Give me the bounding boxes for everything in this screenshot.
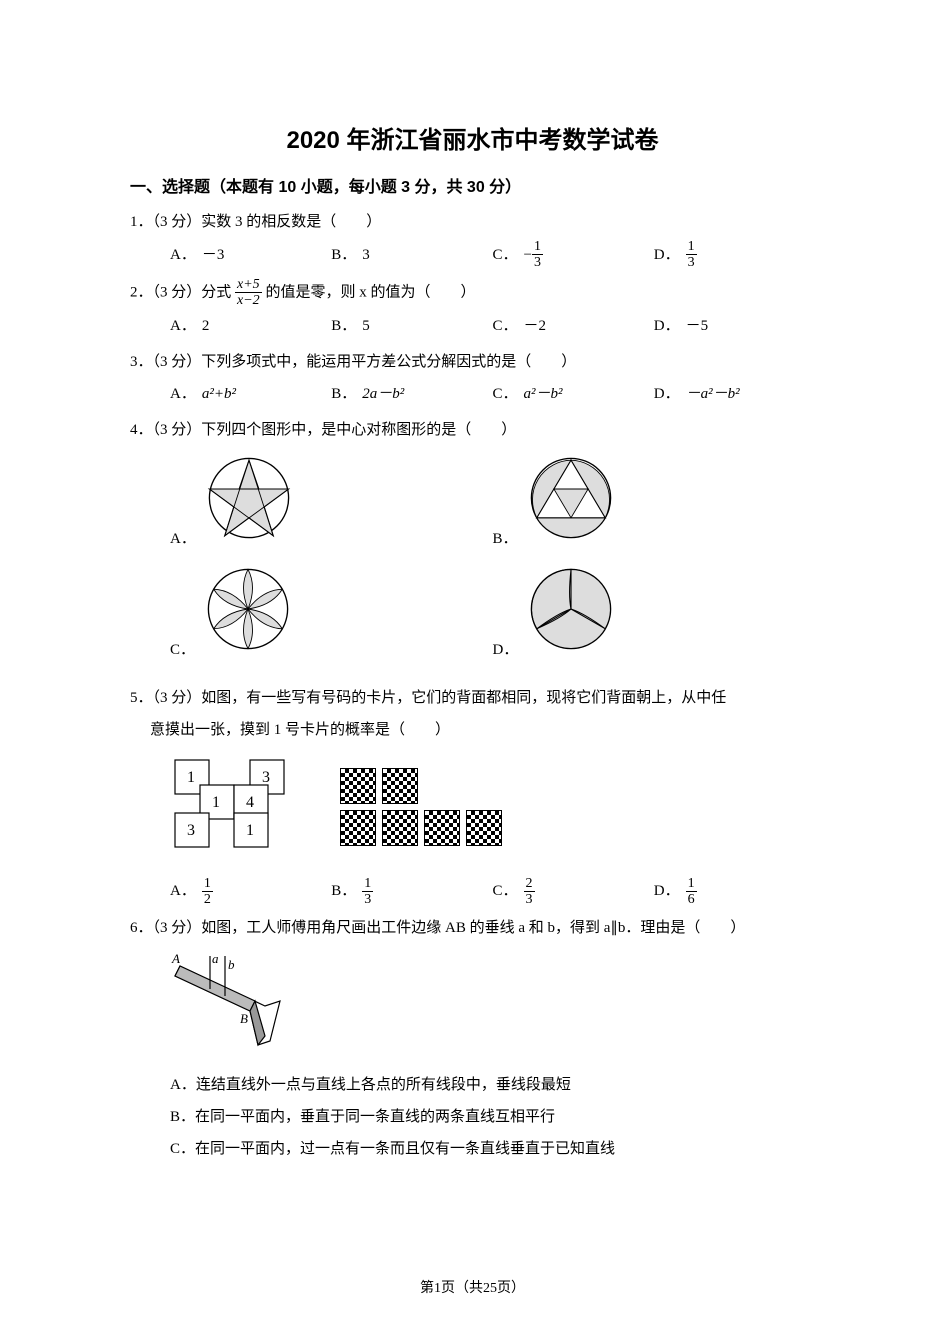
q5-opt-b: B．13 [331, 876, 492, 908]
q1-opt-d: D．13 [654, 239, 815, 271]
triangle-in-circle-icon [526, 453, 616, 554]
card-backs-icon [340, 768, 502, 852]
q6-opt-b: B．在同一平面内，垂直于同一条直线的两条直线互相平行 [170, 1102, 815, 1132]
q3-opt-d: D．－a²－b² [654, 379, 815, 409]
question-1: 1．（3 分）实数 3 的相反数是（ ） A．－3 B．3 C．−13 D．13 [130, 207, 815, 271]
q3-opt-b: B．2a－b² [331, 379, 492, 409]
q5-stem-2: 意摸出一张，摸到 1 号卡片的概率是（ ） [130, 715, 815, 745]
q1-opt-b: B．3 [331, 239, 492, 271]
six-petal-flower-icon [203, 564, 293, 665]
q2-opt-c: C．－2 [493, 311, 654, 341]
q4-fig-d: D． [493, 564, 816, 665]
carpenter-square-icon: A a b B [170, 951, 290, 1062]
svg-text:4: 4 [246, 794, 254, 811]
q2-opt-a: A．2 [170, 311, 331, 341]
page-title: 2020 年浙江省丽水市中考数学试卷 [130, 120, 815, 155]
q1-stem: 1．（3 分）实数 3 的相反数是（ ） [130, 207, 815, 237]
q3-stem: 3．（3 分）下列多项式中，能运用平方差公式分解因式的是（ ） [130, 347, 815, 377]
q5-opt-c: C．23 [493, 876, 654, 908]
q6-options: A．连结直线外一点与直线上各点的所有线段中，垂线段最短 B．在同一平面内，垂直于… [130, 1070, 815, 1164]
q4-stem: 4．（3 分）下列四个图形中，是中心对称图形的是（ ） [130, 415, 815, 445]
svg-text:A: A [171, 951, 180, 966]
question-5: 5．（3 分）如图，有一些写有号码的卡片，它们的背面都相同，现将它们背面朝上，从… [130, 683, 815, 908]
q1-opt-a: A．－3 [170, 239, 331, 271]
q2-opt-d: D．－5 [654, 311, 815, 341]
q5-figures: 1 3 1 4 3 1 [130, 755, 815, 866]
q3-options: A．a²+b² B．2a－b² C．a²－b² D．－a²－b² [130, 379, 815, 409]
q4-fig-c: C． [170, 564, 493, 665]
q6-figure: A a b B [130, 951, 815, 1062]
q2-opt-b: B．5 [331, 311, 492, 341]
page-footer: 第1页（共25页） [0, 1277, 945, 1297]
question-6: 6．（3 分）如图，工人师傅用角尺画出工件边缘 AB 的垂线 a 和 b，得到 … [130, 913, 815, 1164]
svg-text:1: 1 [212, 794, 220, 811]
svg-text:3: 3 [262, 769, 270, 786]
q6-opt-c: C．在同一平面内，过一点有一条而且仅有一条直线垂直于已知直线 [170, 1134, 815, 1164]
q4-figures: A． B． [130, 453, 815, 675]
q5-opt-a: A．12 [170, 876, 331, 908]
exam-page: 2020 年浙江省丽水市中考数学试卷 一、选择题（本题有 10 小题，每小题 3… [0, 0, 945, 1337]
q3-opt-c: C．a²－b² [493, 379, 654, 409]
q1-options: A．－3 B．3 C．−13 D．13 [130, 239, 815, 271]
question-4: 4．（3 分）下列四个图形中，是中心对称图形的是（ ） A． B． [130, 415, 815, 675]
svg-text:3: 3 [187, 822, 195, 839]
q4-fig-b: B． [493, 453, 816, 554]
svg-text:1: 1 [187, 769, 195, 786]
question-3: 3．（3 分）下列多项式中，能运用平方差公式分解因式的是（ ） A．a²+b² … [130, 347, 815, 409]
svg-text:1: 1 [246, 822, 254, 839]
q1-opt-c: C．−13 [493, 239, 654, 271]
q6-stem: 6．（3 分）如图，工人师傅用角尺画出工件边缘 AB 的垂线 a 和 b，得到 … [130, 913, 815, 943]
three-lobe-icon [526, 564, 616, 665]
svg-text:a: a [212, 951, 219, 966]
q3-opt-a: A．a²+b² [170, 379, 331, 409]
q6-opt-a: A．连结直线外一点与直线上各点的所有线段中，垂线段最短 [170, 1070, 815, 1100]
q4-fig-a: A． [170, 453, 493, 554]
svg-text:B: B [240, 1011, 248, 1026]
question-2: 2．（3 分）分式 x+5x−2 的值是零，则 x 的值为（ ） A．2 B．5… [130, 277, 815, 341]
section-1-header: 一、选择题（本题有 10 小题，每小题 3 分，共 30 分） [130, 173, 815, 197]
q5-options: A．12 B．13 C．23 D．16 [130, 876, 815, 908]
number-cards-icon: 1 3 1 4 3 1 [170, 755, 310, 866]
star-in-circle-icon [204, 453, 294, 554]
q2-stem: 2．（3 分）分式 x+5x−2 的值是零，则 x 的值为（ ） [130, 277, 815, 309]
svg-text:b: b [228, 957, 235, 972]
q2-options: A．2 B．5 C．－2 D．－5 [130, 311, 815, 341]
q5-stem-1: 5．（3 分）如图，有一些写有号码的卡片，它们的背面都相同，现将它们背面朝上，从… [130, 683, 815, 713]
q5-opt-d: D．16 [654, 876, 815, 908]
